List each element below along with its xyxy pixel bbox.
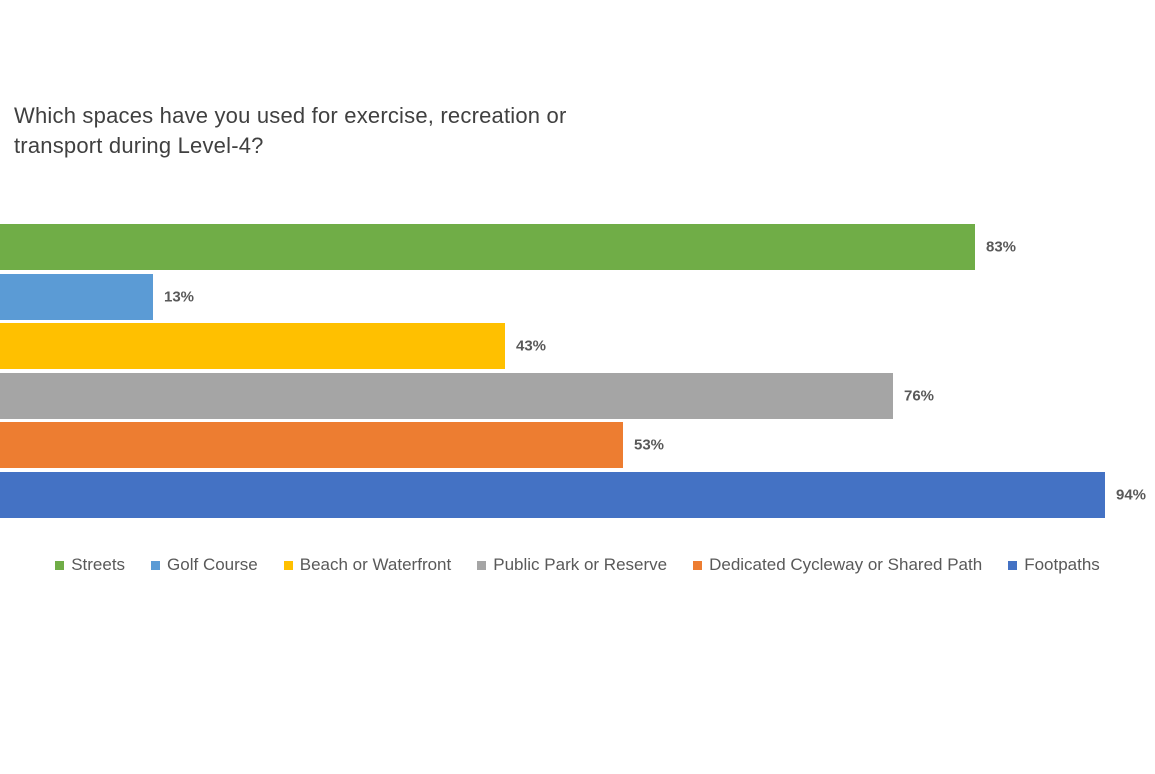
legend-label-streets: Streets	[71, 555, 126, 574]
legend-label-golf-course: Golf Course	[167, 555, 258, 574]
legend-swatch-streets	[55, 560, 65, 570]
value-label-dedicated-cycleway-or-shared-path: 53%	[634, 436, 665, 454]
legend: Streets Golf Course Beach or Waterfront Pub…	[0, 555, 1155, 575]
legend-item-beach-or-waterfront: Beach or Waterfront	[283, 555, 452, 575]
legend-item-public-park-or-reserve: Public Park or Reserve	[477, 555, 667, 575]
legend-item-golf-course: Golf Course	[151, 555, 258, 575]
bar-golf-course	[0, 273, 153, 320]
bar-row-streets: 83%	[0, 224, 1155, 270]
bar-footpaths	[0, 471, 1105, 518]
plot-area: 83% 13% 43% 76% 53% 94%	[0, 224, 1155, 522]
bar-public-park-or-reserve	[0, 372, 893, 419]
legend-swatch-footpaths	[1008, 560, 1018, 570]
bar-dedicated-cycleway-or-shared-path	[0, 422, 623, 469]
bar-row-dedicated-cycleway-or-shared-path: 53%	[0, 422, 1155, 469]
bar-row-golf-course: 13%	[0, 273, 1155, 320]
legend-swatch-dedicated-cycleway-or-shared-path	[693, 560, 703, 570]
legend-label-beach-or-waterfront: Beach or Waterfront	[299, 555, 452, 574]
bar-beach-or-waterfront	[0, 323, 505, 370]
bar-row-beach-or-waterfront: 43%	[0, 323, 1155, 370]
legend-item-streets: Streets	[55, 555, 125, 575]
legend-label-public-park-or-reserve: Public Park or Reserve	[493, 555, 668, 574]
value-label-golf-course: 13%	[164, 288, 195, 306]
chart-title: Which spaces have you used for exercise,…	[14, 103, 567, 158]
bar-row-public-park-or-reserve: 76%	[0, 372, 1155, 419]
bar-row-footpaths: 94%	[0, 471, 1155, 518]
value-label-beach-or-waterfront: 43%	[516, 337, 547, 355]
legend-label-dedicated-cycleway-or-shared-path: Dedicated Cycleway or Shared Path	[709, 555, 983, 574]
bar-streets	[0, 224, 975, 270]
legend-swatch-golf-course	[151, 560, 161, 570]
legend-swatch-beach-or-waterfront	[283, 560, 293, 570]
value-label-streets: 83%	[986, 238, 1017, 256]
legend-item-dedicated-cycleway-or-shared-path: Dedicated Cycleway or Shared Path	[693, 555, 982, 575]
legend-item-footpaths: Footpaths	[1008, 555, 1100, 575]
value-label-public-park-or-reserve: 76%	[904, 387, 935, 405]
value-label-footpaths: 94%	[1116, 486, 1147, 504]
legend-swatch-public-park-or-reserve	[477, 560, 487, 570]
legend-label-footpaths: Footpaths	[1024, 555, 1100, 574]
